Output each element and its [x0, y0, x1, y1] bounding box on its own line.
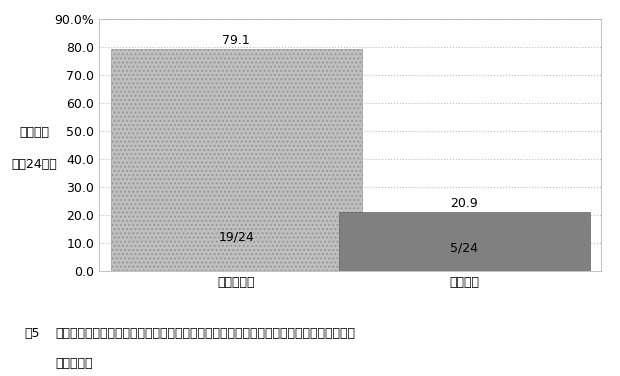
Text: 再発症例: 再発症例: [19, 126, 49, 139]
Bar: [339, 212, 590, 271]
Text: （全24例）: （全24例）: [11, 158, 57, 171]
Text: 79.1: 79.1: [223, 34, 250, 47]
Bar: [110, 49, 361, 271]
Text: 再発例において非適正使用の方が適正使用例に比べ，明らかに再発する頻度が高いことが: 再発例において非適正使用の方が適正使用例に比べ，明らかに再発する頻度が高いことが: [56, 327, 356, 340]
Text: 囵5: 囵5: [25, 327, 40, 340]
Text: 19/24: 19/24: [218, 230, 254, 244]
Text: 判明した。: 判明した。: [56, 357, 93, 370]
Text: 20.9: 20.9: [451, 197, 478, 210]
Text: 5/24: 5/24: [451, 242, 479, 255]
